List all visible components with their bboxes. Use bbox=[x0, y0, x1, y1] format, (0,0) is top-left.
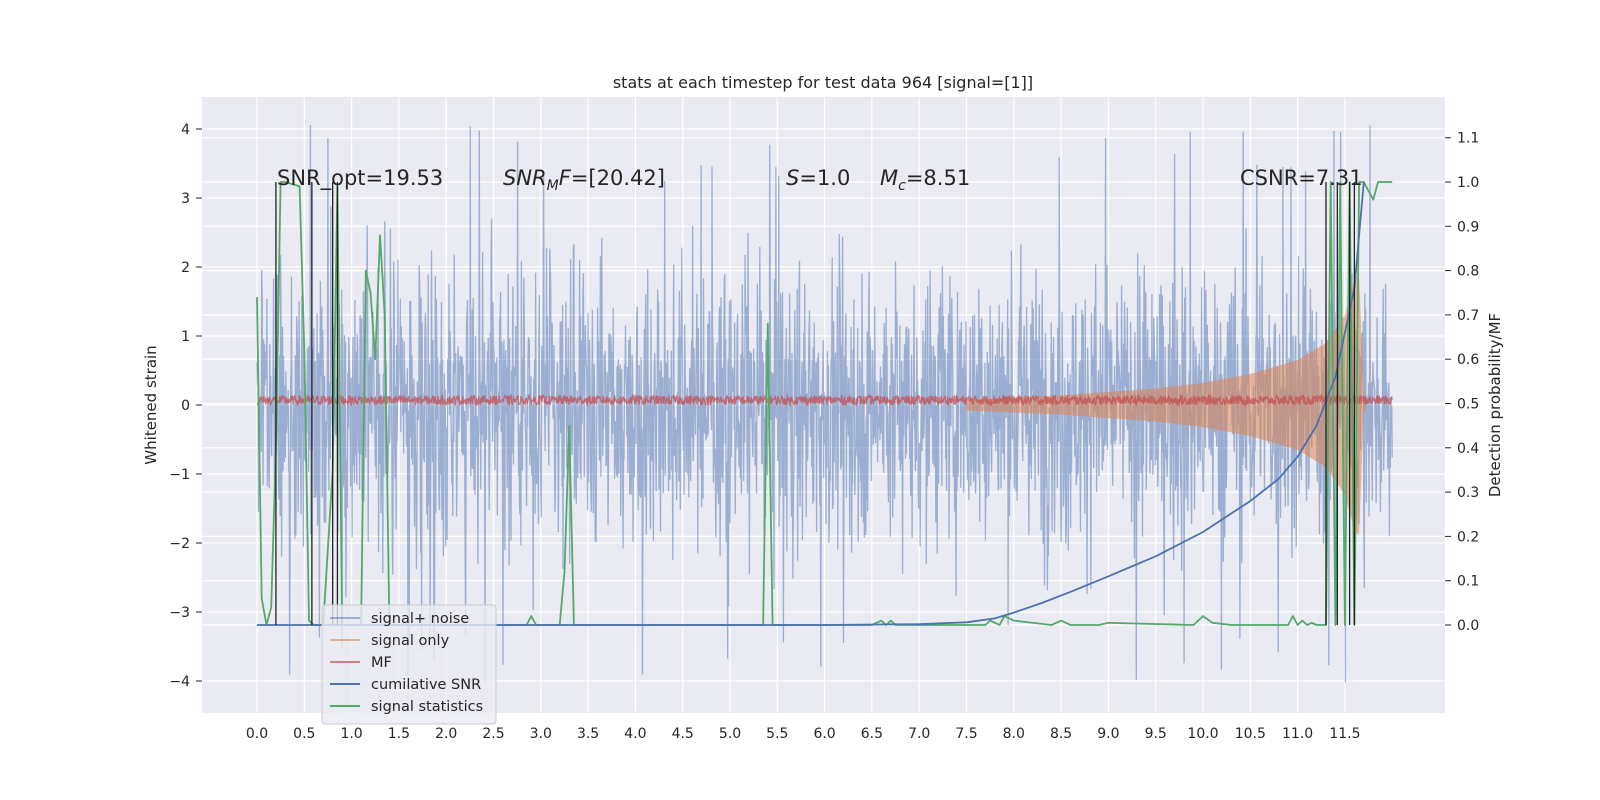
annotation-mc: Mc=8.51 bbox=[880, 166, 970, 194]
x-tick-label: 2.0 bbox=[435, 726, 457, 742]
series-signal-only bbox=[966, 274, 1366, 536]
annotation-snr-opt: SNR_opt=19.53 bbox=[277, 166, 443, 191]
y-tick-label-left: −1 bbox=[169, 467, 190, 483]
legend: signal+ noise signal only MF cumilative … bbox=[321, 604, 497, 725]
y-tick-label-right: 0.1 bbox=[1457, 574, 1479, 590]
y-tick-label-left: 0 bbox=[181, 398, 190, 414]
y-tick-label-right: 1.0 bbox=[1457, 175, 1479, 191]
legend-label-cumilative-snr: cumilative SNR bbox=[371, 677, 481, 693]
y-tick-label-right: 0.0 bbox=[1457, 618, 1479, 634]
y-tick-label-left: −4 bbox=[169, 674, 190, 690]
x-tick-label: 1.5 bbox=[388, 726, 410, 742]
y-tick-label-left: −2 bbox=[169, 536, 190, 552]
x-tick-label: 6.5 bbox=[861, 726, 883, 742]
x-tick-label: 0.0 bbox=[246, 726, 268, 742]
x-tick-label: 1.0 bbox=[340, 726, 362, 742]
x-axis-ticks: 0.0 0.5 1.0 1.5 2.0 2.5 3.0 3.5 4.0 4.5 5.0 5.5 6.0 6… bbox=[246, 726, 1361, 742]
x-tick-label: 3.5 bbox=[577, 726, 599, 742]
legend-box bbox=[321, 604, 497, 725]
x-tick-label: 6.0 bbox=[813, 726, 835, 742]
x-tick-label: 10.5 bbox=[1235, 726, 1266, 742]
x-tick-label: 11.0 bbox=[1282, 726, 1313, 742]
x-tick-label: 2.5 bbox=[482, 726, 504, 742]
y-axis-left-label: Whitened strain bbox=[142, 345, 160, 464]
y-tick-label-left: 3 bbox=[181, 191, 190, 207]
y-tick-label-left: 4 bbox=[181, 122, 190, 138]
annotations: SNR_opt=19.53 SNRMF=[20.42] S=1.0 Mc=8.5… bbox=[277, 166, 1363, 194]
x-tick-label: 10.0 bbox=[1187, 726, 1218, 742]
y-tick-label-right: 0.2 bbox=[1457, 529, 1479, 545]
y-axis-left-ticks: −4 −3 −2 −1 0 1 2 3 4 bbox=[169, 122, 202, 690]
legend-label-signal-noise: signal+ noise bbox=[371, 611, 469, 627]
annotation-snr-mf: SNRMF=[20.42] bbox=[503, 166, 665, 194]
y-tick-label-right: 0.6 bbox=[1457, 352, 1479, 368]
y-tick-label-right: 0.5 bbox=[1457, 397, 1479, 413]
y-axis-right-ticks: 0.0 0.1 0.2 0.3 0.4 0.5 0.6 0.7 0.8 0.9 1.0 1.1 bbox=[1445, 131, 1479, 634]
x-tick-label: 7.5 bbox=[955, 726, 977, 742]
series-mf bbox=[256, 393, 1393, 407]
x-tick-label: 8.0 bbox=[1003, 726, 1025, 742]
x-tick-label: 11.5 bbox=[1329, 726, 1360, 742]
legend-label-mf: MF bbox=[371, 655, 392, 671]
y-tick-label-right: 1.1 bbox=[1457, 131, 1479, 147]
x-tick-label: 8.5 bbox=[1050, 726, 1072, 742]
y-tick-label-right: 0.3 bbox=[1457, 485, 1479, 501]
x-tick-label: 5.5 bbox=[766, 726, 788, 742]
legend-label-signal-statistics: signal statistics bbox=[371, 699, 483, 715]
annotation-csnr: CSNR=7.31 bbox=[1240, 166, 1363, 190]
vertical-markers bbox=[275, 182, 1356, 625]
x-tick-label: 9.0 bbox=[1097, 726, 1119, 742]
y-tick-label-right: 0.7 bbox=[1457, 308, 1479, 324]
y-tick-label-right: 0.9 bbox=[1457, 219, 1479, 235]
x-tick-label: 5.0 bbox=[719, 726, 741, 742]
y-tick-label-left: −3 bbox=[169, 605, 190, 621]
y-axis-right-label: Detection probability/MF bbox=[1486, 313, 1504, 497]
annotation-s: S=1.0 bbox=[786, 166, 850, 190]
x-tick-label: 0.5 bbox=[293, 726, 315, 742]
y-tick-label-right: 0.8 bbox=[1457, 264, 1479, 280]
x-tick-label: 4.5 bbox=[672, 726, 694, 742]
series-cumilative-snr bbox=[257, 181, 1365, 626]
legend-label-signal-only: signal only bbox=[371, 633, 450, 649]
y-tick-label-right: 0.4 bbox=[1457, 441, 1479, 457]
x-tick-label: 7.0 bbox=[908, 726, 930, 742]
chart-title: stats at each timestep for test data 964… bbox=[613, 73, 1033, 92]
x-tick-label: 3.0 bbox=[530, 726, 552, 742]
y-tick-label-left: 2 bbox=[181, 260, 190, 276]
x-tick-label: 4.0 bbox=[624, 726, 646, 742]
x-tick-label: 9.5 bbox=[1145, 726, 1167, 742]
series-signal-noise bbox=[256, 124, 1393, 684]
y-tick-label-left: 1 bbox=[181, 329, 190, 345]
